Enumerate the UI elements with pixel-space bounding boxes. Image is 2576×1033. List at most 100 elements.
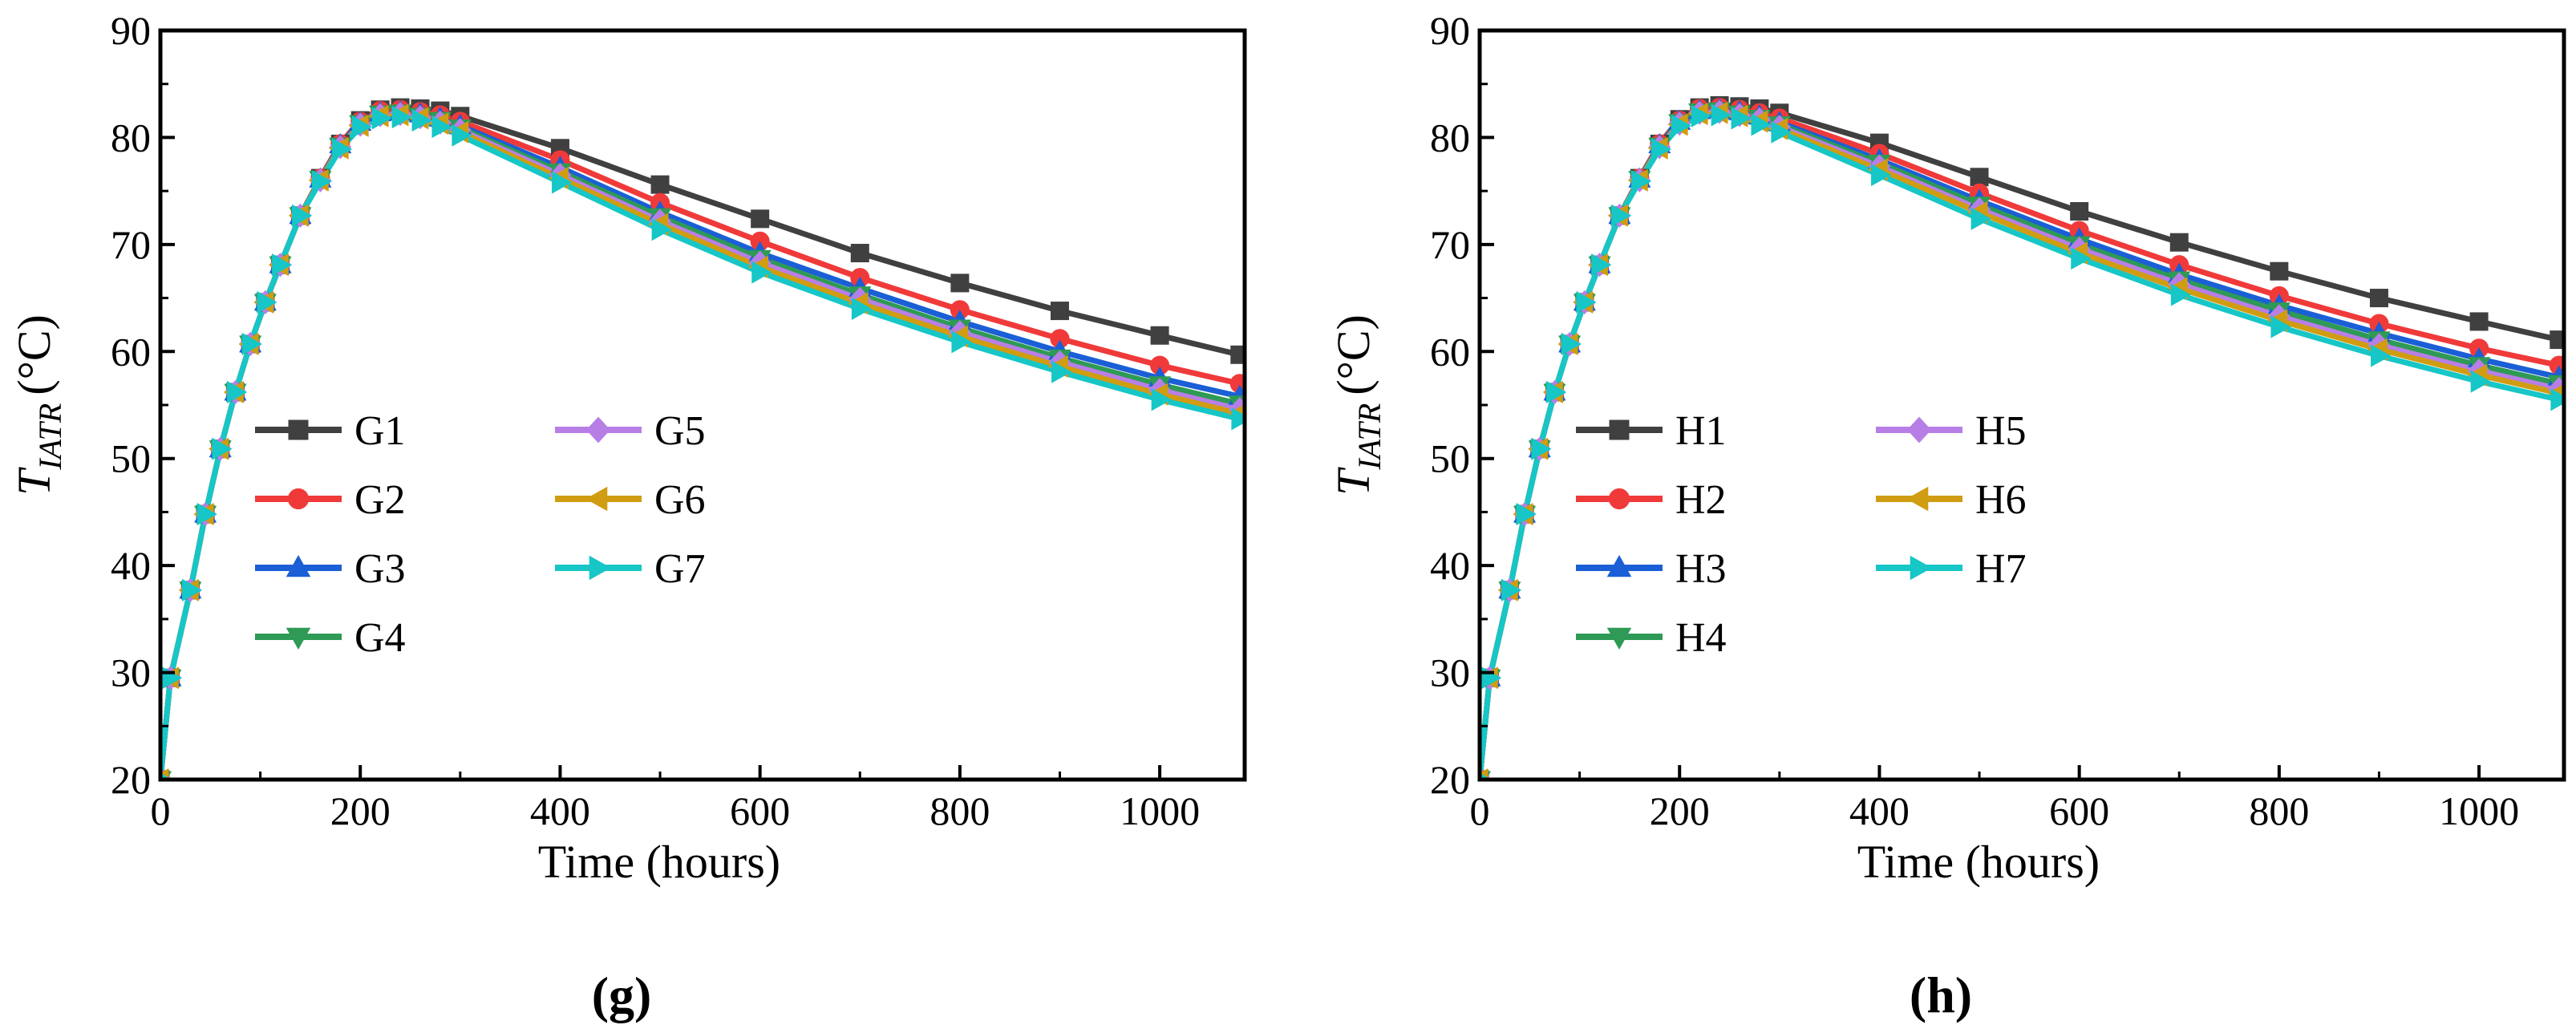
legend-swatch-marker xyxy=(1608,488,1630,510)
data-point xyxy=(212,437,233,460)
legend-label: H7 xyxy=(1975,546,2027,592)
data-point xyxy=(2369,289,2388,308)
legend-swatch-marker xyxy=(1910,555,1933,581)
panel-label-open: ( xyxy=(1910,966,1926,1023)
data-point xyxy=(1731,107,1752,130)
data-point xyxy=(331,138,353,161)
data-point xyxy=(2071,247,2092,270)
data-point xyxy=(2270,261,2289,281)
series-line-G7 xyxy=(160,114,1241,780)
data-point xyxy=(1751,113,1772,136)
legend-item-G3: G3 xyxy=(255,546,406,592)
data-point xyxy=(391,106,412,129)
x-tick-label: 1000 xyxy=(2439,788,2519,833)
chart-panel-g: 0 200 400 600 800 1000 20 30 40 50 60 70 80 90 Time (h… xyxy=(8,8,1247,1023)
legend-label: G6 xyxy=(654,477,706,523)
y-tick-label: 50 xyxy=(111,436,151,481)
legend-item-H6: H6 xyxy=(1876,477,2027,523)
data-point xyxy=(1051,360,1072,383)
y-tick-label: 80 xyxy=(1430,115,1470,160)
y-tick-label: 30 xyxy=(1430,650,1470,695)
legend-swatch-marker xyxy=(286,627,311,650)
data-point xyxy=(651,218,672,241)
legend-item-G6: G6 xyxy=(555,477,706,523)
y-axis-title-sub: IATR xyxy=(32,403,68,471)
x-tick-label: 800 xyxy=(930,788,990,833)
legend-swatch-marker xyxy=(589,555,612,581)
legend-label: G2 xyxy=(354,477,406,523)
legend-label: H6 xyxy=(1975,477,2027,523)
legend-label: H5 xyxy=(1975,408,2027,454)
data-point xyxy=(1771,120,1792,144)
y-axis-title-unit: (°C) xyxy=(8,314,60,395)
data-point xyxy=(1151,388,1172,411)
legend-swatch-marker xyxy=(1606,554,1632,577)
legend-swatch-marker xyxy=(1609,419,1630,440)
chart-panel-h: 0 200 400 600 800 1000 20 30 40 50 60 70 80 90 Time (h… xyxy=(1327,8,2566,1023)
data-point xyxy=(1231,407,1245,431)
y-tick-label: 90 xyxy=(1430,8,1470,53)
legend: H1 H2 H3 H4 H5 H6 H7 xyxy=(1576,408,2027,661)
data-point xyxy=(1516,503,1537,526)
legend-swatch-marker xyxy=(286,554,311,577)
x-tick-label: 800 xyxy=(2249,788,2309,833)
data-point xyxy=(1591,253,1612,277)
data-point xyxy=(241,332,262,355)
y-axis-title-main: T xyxy=(1327,467,1379,496)
y-tick-label: 60 xyxy=(1430,329,1470,374)
x-tick-label: 0 xyxy=(1470,788,1490,833)
data-point xyxy=(751,209,770,229)
data-point xyxy=(1970,207,1991,230)
legend-label: G7 xyxy=(654,546,706,592)
y-axis-title-sub: IATR xyxy=(1351,403,1387,471)
y-tick-label: 20 xyxy=(111,757,151,802)
panel-label-letter: h xyxy=(1926,966,1955,1023)
y-axis-title-main: T xyxy=(8,467,60,496)
y-tick-label: 80 xyxy=(111,115,151,160)
x-tick-label: 400 xyxy=(1849,788,1910,833)
x-tick-label: 1000 xyxy=(1120,788,1200,833)
data-point xyxy=(227,380,248,404)
y-tick-label: 40 xyxy=(111,543,151,588)
plot-frame xyxy=(158,28,1247,782)
plot-frame xyxy=(1477,28,2566,782)
y-tick-label: 60 xyxy=(111,329,151,374)
x-tick-label: 0 xyxy=(151,788,171,833)
data-point xyxy=(2470,370,2491,393)
legend-item-H1: H1 xyxy=(1576,408,1727,454)
x-tick-label: 600 xyxy=(730,788,790,833)
data-point xyxy=(2270,315,2291,338)
data-point xyxy=(2170,283,2192,306)
legend-item-H4: H4 xyxy=(1576,615,1727,661)
x-tick-label: 200 xyxy=(330,788,391,833)
panel-label-open: ( xyxy=(592,966,609,1023)
data-point xyxy=(950,273,970,293)
legend-label: G4 xyxy=(354,615,406,661)
legend-swatch-marker xyxy=(585,416,611,444)
data-point xyxy=(1691,104,1711,128)
data-point xyxy=(951,330,972,354)
data-point xyxy=(1871,164,1892,187)
data-point xyxy=(751,261,772,284)
panel-label-close: ) xyxy=(634,966,651,1023)
legend: G1 G2 G3 G4 G5 G6 G7 xyxy=(255,408,706,661)
data-point xyxy=(1561,332,1582,355)
panel-label-letter: g xyxy=(609,966,634,1023)
data-point xyxy=(2469,312,2489,331)
legend-label: G5 xyxy=(654,408,706,454)
y-tick-label: 50 xyxy=(1430,436,1470,481)
y-tick-label: 70 xyxy=(111,222,151,267)
data-point xyxy=(851,297,873,320)
data-point xyxy=(850,244,869,263)
x-tick-label: 400 xyxy=(530,788,590,833)
data-point xyxy=(181,578,203,602)
panel-label: (g) xyxy=(592,966,652,1023)
data-point xyxy=(552,171,573,194)
legend-label: H1 xyxy=(1675,408,1727,454)
data-point xyxy=(2550,330,2564,350)
data-point xyxy=(411,109,432,132)
data-point xyxy=(2169,233,2189,252)
data-point xyxy=(1150,326,1169,345)
data-point xyxy=(2070,201,2089,221)
